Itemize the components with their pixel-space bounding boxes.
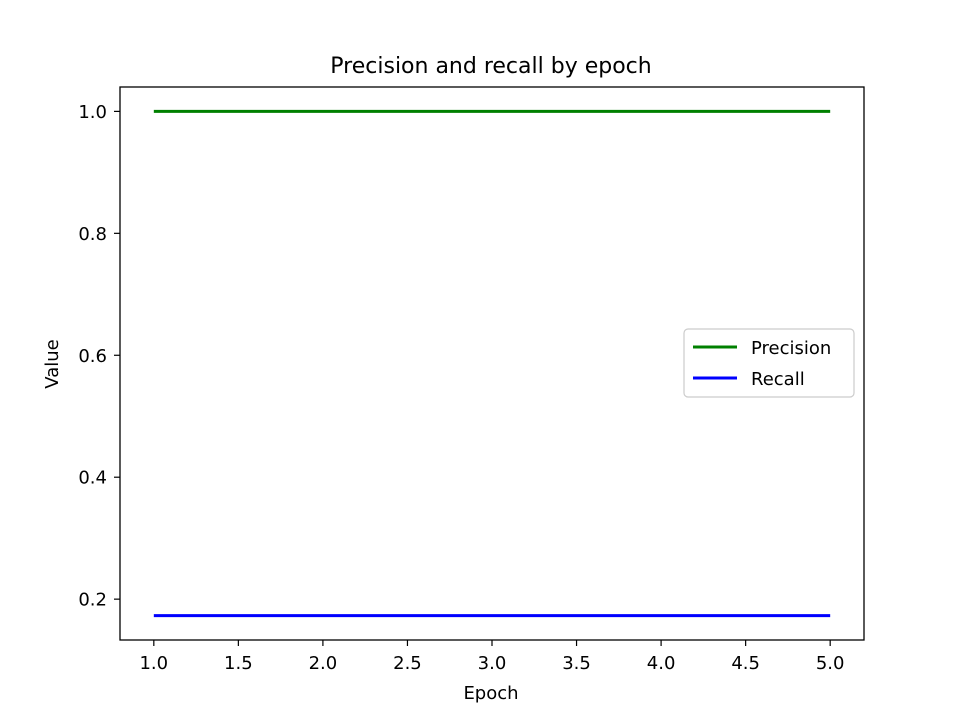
legend-label-recall: Recall bbox=[751, 369, 805, 390]
chart-title: Precision and recall by epoch bbox=[330, 54, 651, 79]
x-tick-label: 1.0 bbox=[139, 653, 168, 674]
x-tick-label: 3.5 bbox=[562, 653, 591, 674]
x-tick-label: 2.5 bbox=[393, 653, 422, 674]
x-tick-label: 1.5 bbox=[224, 653, 253, 674]
legend-label-precision: Precision bbox=[751, 338, 831, 359]
y-tick-label: 0.6 bbox=[78, 346, 107, 367]
x-tick-label: 2.0 bbox=[309, 653, 338, 674]
y-tick-label: 0.8 bbox=[78, 224, 107, 245]
y-tick-label: 0.4 bbox=[78, 468, 107, 489]
x-axis-label: Epoch bbox=[463, 683, 518, 704]
legend: Precision Recall bbox=[683, 328, 855, 398]
series-layer bbox=[153, 109, 831, 618]
y-axis-label: Value bbox=[42, 339, 63, 388]
x-axis: 1.0 1.5 2.0 2.5 3.0 3.5 4.0 4.5 5.0 bbox=[139, 640, 845, 674]
y-axis: 0.2 0.4 0.6 0.8 1.0 bbox=[78, 102, 120, 611]
x-tick-label: 4.5 bbox=[731, 653, 760, 674]
y-tick-label: 1.0 bbox=[78, 102, 107, 123]
x-tick-label: 3.0 bbox=[478, 653, 507, 674]
x-tick-label: 5.0 bbox=[816, 653, 845, 674]
x-tick-label: 4.0 bbox=[647, 653, 676, 674]
y-tick-label: 0.2 bbox=[78, 590, 107, 611]
